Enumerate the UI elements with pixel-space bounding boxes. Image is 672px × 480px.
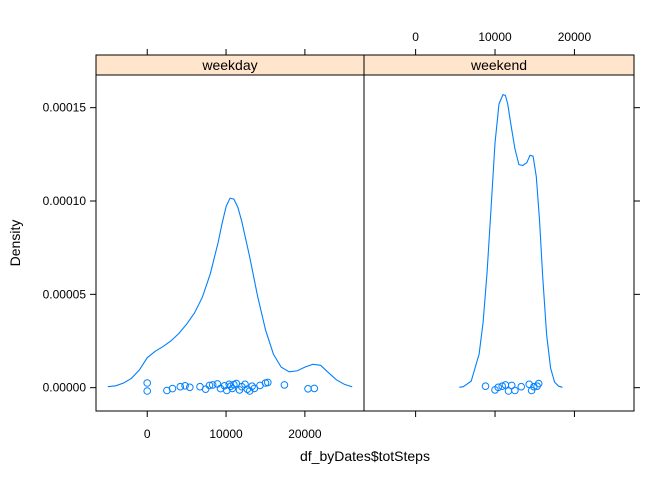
y-tick-label: 0.00005 xyxy=(43,287,87,301)
data-point xyxy=(264,378,272,387)
x-tick-label: 10000 xyxy=(478,30,512,44)
y-tick-label: 0.00000 xyxy=(43,381,87,395)
data-point xyxy=(241,380,249,389)
data-point xyxy=(527,386,536,395)
panel-weekend: weekend xyxy=(363,54,635,412)
data-point xyxy=(143,387,151,395)
data-point xyxy=(201,385,210,394)
panel-frame-weekend xyxy=(363,74,635,412)
y-tick-label: 0.00015 xyxy=(43,101,87,115)
data-point xyxy=(310,384,319,393)
data-point xyxy=(168,384,177,393)
left-y-axis: 0.00000 0.00005 0.00010 0.00015 xyxy=(43,101,96,395)
x-tick-label: 0 xyxy=(144,427,151,441)
panel-weekday: weekday xyxy=(95,54,365,412)
data-point xyxy=(511,386,519,395)
x-tick-label: 20000 xyxy=(288,427,322,441)
data-point xyxy=(208,381,217,389)
data-point xyxy=(481,382,490,391)
right-y-axis xyxy=(634,107,640,389)
x-tick-label: 0 xyxy=(412,30,419,44)
data-point xyxy=(280,381,289,389)
data-point xyxy=(494,383,503,392)
data-point xyxy=(205,381,214,390)
data-point xyxy=(517,382,526,391)
data-point xyxy=(228,384,237,393)
strip-label-weekday: weekday xyxy=(201,57,257,73)
panel-frame-weekday xyxy=(95,74,365,412)
y-axis-label: Density xyxy=(7,220,23,267)
data-point xyxy=(143,379,151,387)
data-point xyxy=(534,379,543,388)
data-point xyxy=(248,382,256,391)
strip-label-weekend: weekend xyxy=(470,57,527,73)
data-point xyxy=(186,383,194,392)
data-point xyxy=(232,379,241,388)
x-axis-label: df_byDates$totSteps xyxy=(300,448,430,464)
data-point xyxy=(181,382,189,390)
top-x-axis: 0 10000 20000 xyxy=(146,30,592,55)
data-point xyxy=(176,382,185,391)
data-point xyxy=(213,380,222,388)
x-tick-label: 10000 xyxy=(209,427,243,441)
data-point xyxy=(304,385,312,393)
bottom-x-axis: 0 10000 20000 xyxy=(144,411,575,441)
x-tick-label: 20000 xyxy=(558,30,592,44)
y-tick-label: 0.00010 xyxy=(43,194,87,208)
density-line-weekend xyxy=(459,93,563,388)
density-line-weekday xyxy=(107,197,353,388)
